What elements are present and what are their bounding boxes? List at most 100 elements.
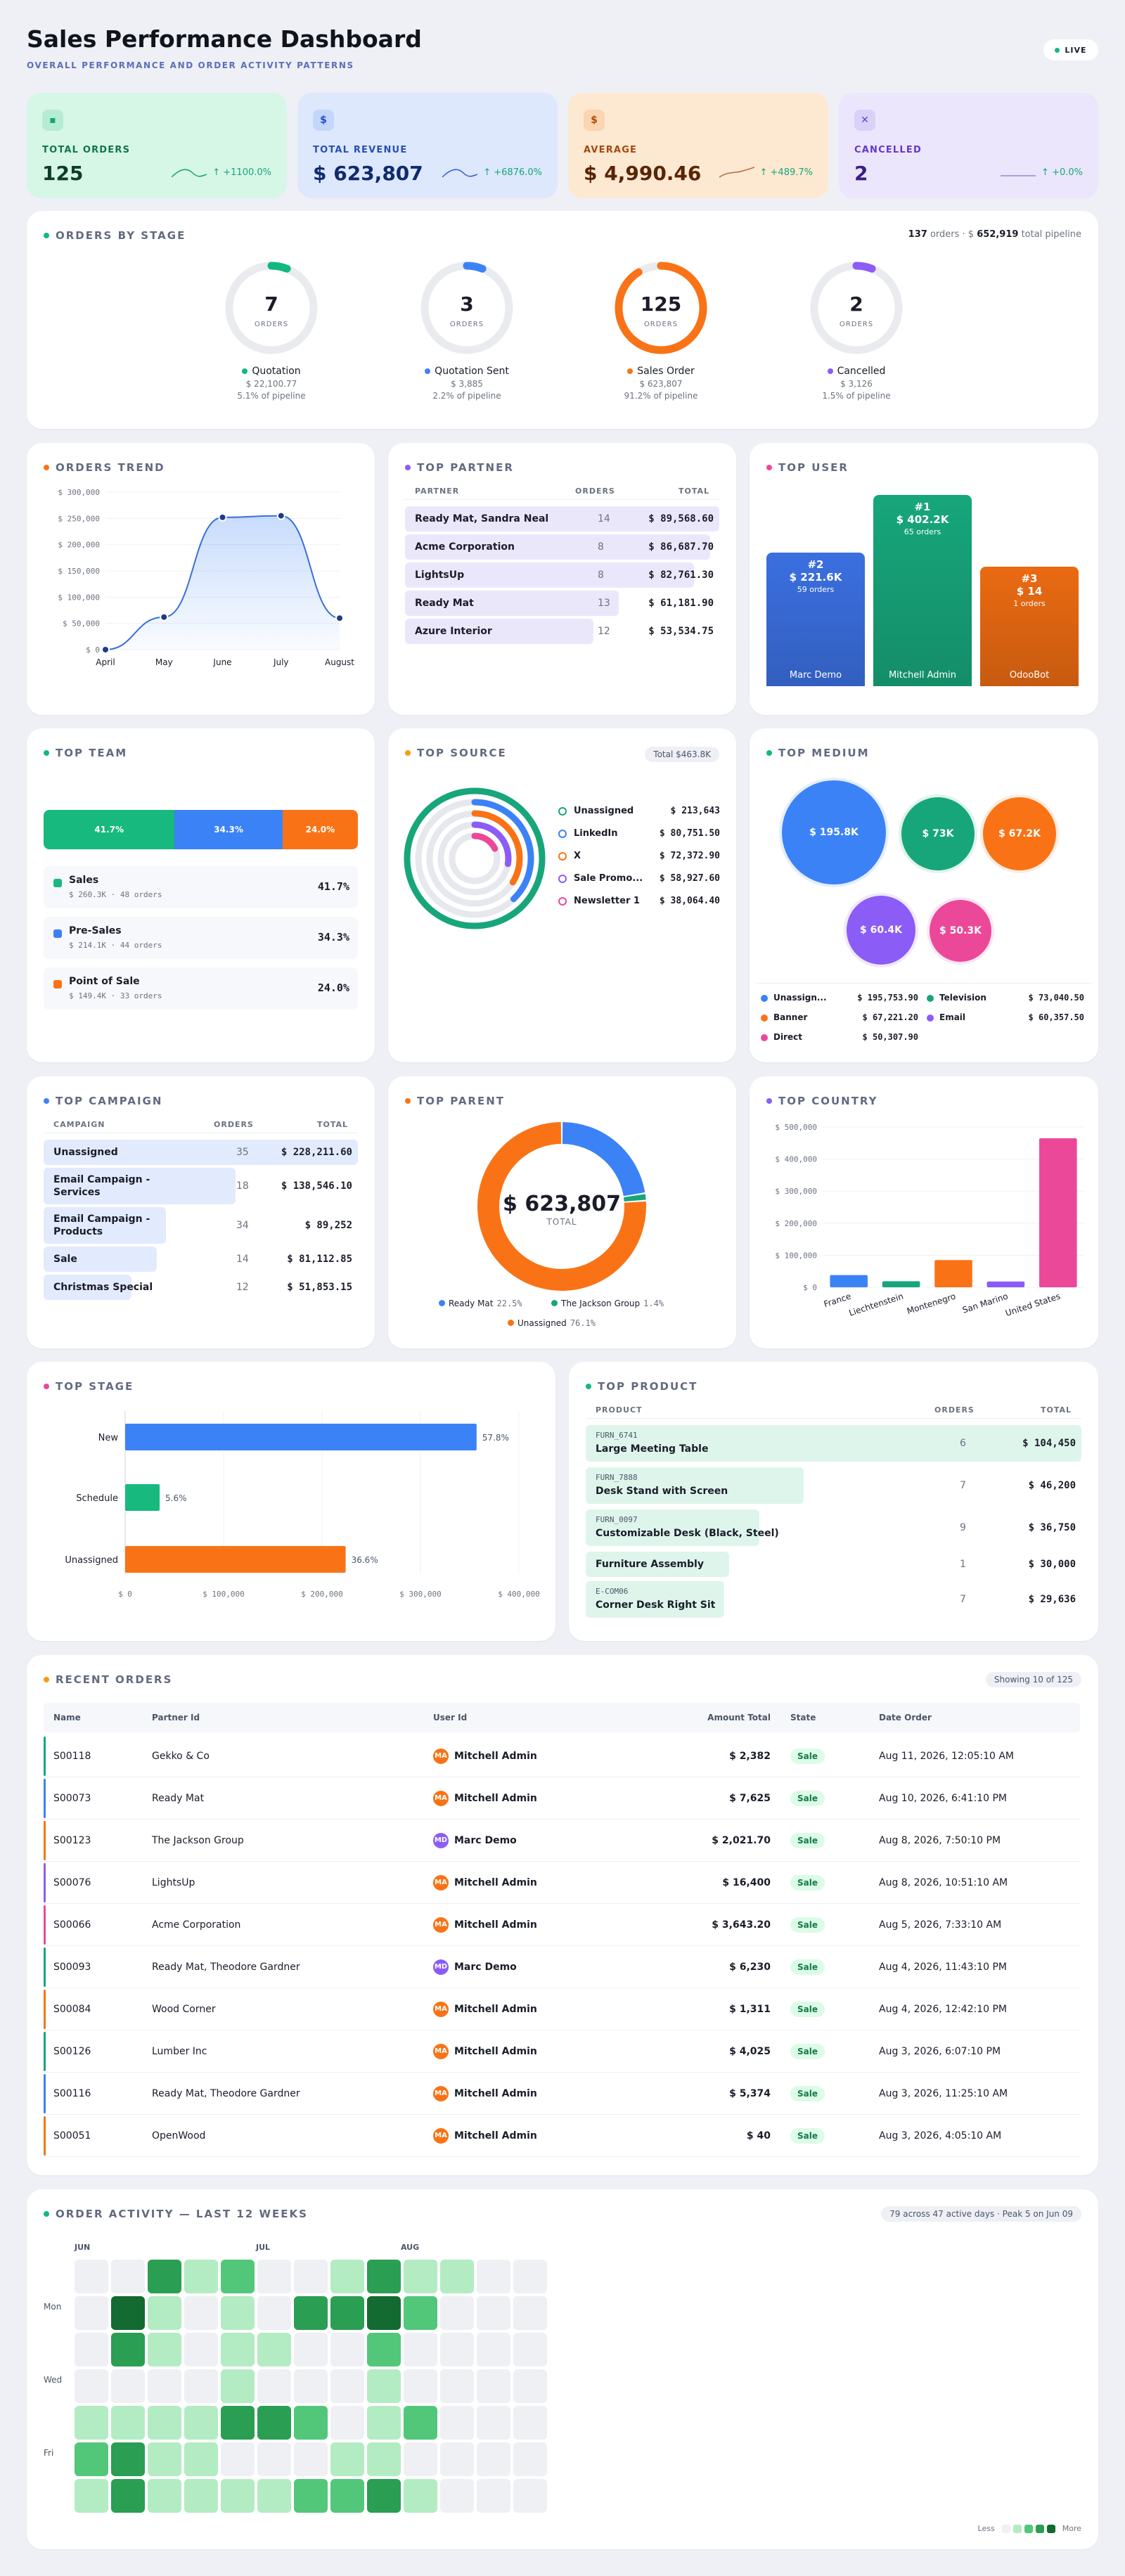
parent-legend-item[interactable]: The Jackson Group 1.4% [551,1299,664,1308]
table-row[interactable]: Acme Corporation 8 $ 86,687.70 [405,534,719,560]
parent-legend-item[interactable]: Ready Mat 22.5% [439,1299,522,1308]
heatmap-cell[interactable] [294,2260,328,2293]
heatmap-cell[interactable] [257,2369,291,2403]
heatmap-cell[interactable] [184,2333,218,2366]
table-row[interactable]: LightsUp 8 $ 82,761.30 [405,562,719,588]
heatmap-cell[interactable] [513,2296,547,2330]
table-row[interactable]: Unassigned 35 $ 228,211.60 [44,1140,358,1165]
table-row[interactable]: S00093 Ready Mat, Theodore Gardner MD Marc … [44,1946,1080,1988]
user-podium-bar[interactable]: #2 $ 221.6K 59 orders Marc Demo [766,553,865,686]
table-row[interactable]: S00066 Acme Corporation MA Mitchell Admin $ … [44,1904,1080,1946]
table-row[interactable]: S00051 OpenWood MA Mitchell Admin $ 40 Sale Au… [44,2115,1080,2157]
heatmap-cell[interactable] [440,2479,474,2513]
heatmap-cell[interactable] [440,2442,474,2476]
table-row[interactable]: FURN_7888 Desk Stand with Screen 7 $ 46,200 [586,1467,1081,1504]
col-state[interactable]: State [790,1713,816,1722]
heatmap-cell[interactable] [404,2296,437,2330]
heatmap-cell[interactable] [221,2442,255,2476]
heatmap-cell[interactable] [367,2333,401,2366]
heatmap-cell[interactable] [184,2260,218,2293]
heatmap-cell[interactable] [513,2369,547,2403]
heatmap-cell[interactable] [184,2406,218,2440]
heatmap-cell[interactable] [330,2260,364,2293]
heatmap-cell[interactable] [477,2369,510,2403]
order-name[interactable]: S00051 [53,2130,91,2142]
table-row[interactable]: Email Campaign - Products 34 $ 89,252 [44,1207,358,1244]
heatmap-cell[interactable] [221,2260,255,2293]
heatmap-cell[interactable] [477,2406,510,2440]
heatmap-cell[interactable] [404,2406,437,2440]
heatmap-cell[interactable] [184,2296,218,2330]
team-item[interactable]: Sales $ 260.3K · 48 orders 41.7% [44,866,358,908]
heatmap-cell[interactable] [367,2369,401,2403]
heatmap-cell[interactable] [221,2369,255,2403]
heatmap-cell[interactable] [75,2442,108,2476]
team-bar-segment[interactable]: 24.0% [282,810,358,849]
heatmap-cell[interactable] [513,2260,547,2293]
heatmap-cell[interactable] [148,2369,181,2403]
table-row[interactable]: Azure Interior 12 $ 53,534.75 [405,619,719,644]
heatmap-cell[interactable] [440,2369,474,2403]
heatmap-cell[interactable] [330,2406,364,2440]
heatmap-cell[interactable] [513,2333,547,2366]
medium-bubble[interactable]: $ 73K [901,797,975,870]
heatmap-cell[interactable] [257,2406,291,2440]
heatmap-cell[interactable] [367,2296,401,2330]
heatmap-cell[interactable] [294,2479,328,2513]
heatmap-cell[interactable] [221,2406,255,2440]
table-row[interactable]: S00126 Lumber Inc MA Mitchell Admin $ 4,025 S… [44,2030,1080,2073]
heatmap-cell[interactable] [75,2260,108,2293]
heatmap-cell[interactable] [513,2479,547,2513]
heatmap-cell[interactable] [367,2406,401,2440]
table-row[interactable]: E-COM06 Corner Desk Right Sit 7 $ 29,636 [586,1581,1081,1618]
heatmap-cell[interactable] [404,2442,437,2476]
team-item[interactable]: Point of Sale $ 149.4K · 33 orders 24.0% [44,967,358,1010]
table-row[interactable]: FURN_6741 Large Meeting Table 6 $ 104,450 [586,1425,1081,1462]
heatmap-cell[interactable] [367,2442,401,2476]
heatmap-cell[interactable] [257,2296,291,2330]
heatmap-cell[interactable] [294,2406,328,2440]
heatmap-cell[interactable] [75,2406,108,2440]
order-name[interactable]: S00084 [53,2004,91,2015]
medium-bubble[interactable]: $ 67.2K [983,797,1056,870]
user-podium-bar[interactable]: #3 $ 14 1 orders OdooBot [980,567,1079,686]
col-partner[interactable]: Partner Id [152,1713,200,1722]
heatmap-cell[interactable] [111,2296,145,2330]
heatmap-cell[interactable] [148,2333,181,2366]
heatmap-cell[interactable] [294,2442,328,2476]
table-row[interactable]: Ready Mat, Sandra Neal 14 $ 89,568.60 [405,506,719,532]
heatmap-cell[interactable] [111,2406,145,2440]
heatmap-cell[interactable] [148,2442,181,2476]
heatmap-cell[interactable] [294,2369,328,2403]
heatmap-cell[interactable] [221,2479,255,2513]
heatmap-cell[interactable] [404,2369,437,2403]
order-name[interactable]: S00116 [53,2088,91,2099]
col-user[interactable]: User Id [433,1713,468,1722]
team-bar-segment[interactable]: 34.3% [174,810,283,849]
heatmap-cell[interactable] [477,2442,510,2476]
heatmap-cell[interactable] [111,2369,145,2403]
col-name[interactable]: Name [53,1713,81,1722]
order-name[interactable]: S00118 [53,1751,91,1762]
heatmap-cell[interactable] [75,2369,108,2403]
table-row[interactable]: Christmas Special 12 $ 51,853.15 [44,1275,358,1300]
heatmap-cell[interactable] [330,2333,364,2366]
medium-bubble[interactable]: $ 60.4K [847,896,915,965]
table-row[interactable]: Furniture Assembly 1 $ 30,000 [586,1552,1081,1577]
heatmap-cell[interactable] [148,2406,181,2440]
medium-bubble[interactable]: $ 50.3K [930,900,991,962]
heatmap-cell[interactable] [111,2479,145,2513]
table-row[interactable]: S00073 Ready Mat MA Mitchell Admin $ 7,625 Sa… [44,1777,1080,1820]
col-amount[interactable]: Amount Total [707,1713,771,1722]
team-bar-segment[interactable]: 41.7% [44,810,175,849]
heatmap-cell[interactable] [294,2333,328,2366]
table-row[interactable]: S00076 LightsUp MA Mitchell Admin $ 16,400 Sa… [44,1862,1080,1904]
heatmap-cell[interactable] [440,2333,474,2366]
heatmap-cell[interactable] [148,2260,181,2293]
heatmap-cell[interactable] [404,2333,437,2366]
team-item[interactable]: Pre-Sales $ 214.1K · 44 orders 34.3% [44,917,358,959]
table-row[interactable]: Email Campaign - Services 18 $ 138,546.10 [44,1168,358,1204]
parent-legend-item[interactable]: Unassigned 76.1% [508,1318,596,1328]
heatmap-cell[interactable] [184,2442,218,2476]
heatmap-cell[interactable] [404,2479,437,2513]
